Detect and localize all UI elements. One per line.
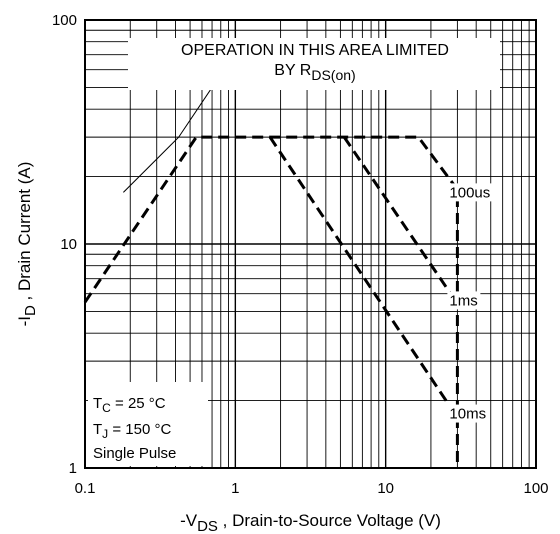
series-1ms-line: [342, 136, 455, 298]
series-10ms-line: [268, 136, 455, 412]
y-tick-label: 10: [60, 236, 77, 253]
series-layer: [83, 135, 459, 468]
rds-limit-line: [123, 136, 180, 193]
curve-label-1ms: 1ms: [449, 292, 477, 309]
curve-label-bg: [447, 291, 481, 310]
condition-tj: TJ = 150 °C: [93, 421, 171, 441]
x-tick-label: 1: [231, 480, 239, 497]
limit-note-line1: OPERATION IN THIS AREA LIMITED: [181, 42, 449, 59]
y-tick-label: 100: [52, 12, 77, 29]
series-100us-line: [83, 135, 459, 468]
x-tick-label: 10: [377, 480, 394, 497]
y-tick-label: 1: [69, 460, 77, 477]
conditions-box: [88, 382, 208, 466]
curve-label-100us: 100us: [449, 184, 490, 201]
x-tick-label: 0.1: [75, 480, 96, 497]
curve-label-10ms: 10ms: [449, 406, 486, 423]
condition-pulse: Single Pulse: [93, 445, 176, 462]
curve-labels: 100us 1ms 10ms: [447, 183, 499, 423]
limit-note-line2-sub: DS(on): [311, 67, 355, 83]
limit-note-line2: BY RDS(on): [274, 62, 355, 83]
x-axis-title: -VDS , Drain-to-Source Voltage (V): [180, 511, 441, 534]
curve-label-bg: [447, 183, 499, 202]
limit-note-line2-prefix: BY R: [274, 62, 311, 79]
x-tick-label: 100: [523, 480, 548, 497]
plot-frame: [84, 19, 537, 469]
curve-label-bg: [447, 404, 490, 423]
conditions: TC = 25 °C TJ = 150 °C Single Pulse: [93, 395, 176, 462]
tick-labels: 0.1 1 10 100 1 10 100: [52, 12, 549, 497]
limit-note-box: [128, 38, 500, 90]
condition-tc: TC = 25 °C: [93, 395, 166, 415]
rds-leader-line: [178, 87, 213, 138]
y-axis-title: -ID , Drain Current (A): [15, 162, 39, 327]
rds-limit-layer: [123, 87, 213, 193]
